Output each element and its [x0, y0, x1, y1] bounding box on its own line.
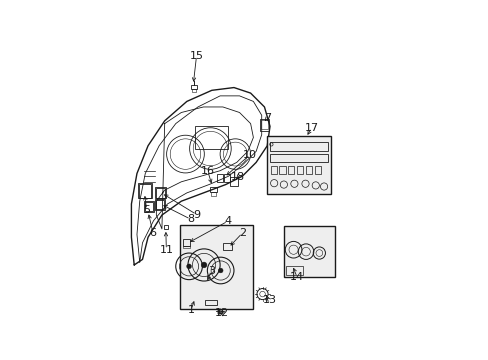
Text: 11: 11 — [159, 245, 173, 255]
Bar — [191, 89, 196, 92]
Bar — [183, 239, 190, 246]
Bar — [144, 202, 153, 211]
Text: 18: 18 — [231, 172, 244, 182]
Bar — [138, 183, 151, 198]
Text: 14: 14 — [289, 273, 304, 283]
Text: 2: 2 — [238, 228, 245, 238]
Bar — [180, 225, 253, 309]
Bar — [305, 166, 311, 174]
Text: 15: 15 — [189, 51, 203, 61]
Text: 9: 9 — [193, 210, 200, 220]
Bar — [297, 166, 303, 174]
Bar — [195, 126, 228, 149]
Bar — [269, 143, 327, 151]
Bar — [285, 266, 302, 275]
Text: 7: 7 — [263, 113, 270, 123]
Bar — [139, 184, 150, 198]
Bar — [223, 243, 231, 250]
Bar — [143, 201, 154, 212]
Circle shape — [201, 262, 206, 268]
Bar — [164, 225, 168, 229]
Bar — [211, 192, 215, 195]
Bar — [155, 199, 164, 210]
Text: 12: 12 — [214, 309, 228, 319]
Bar — [229, 177, 238, 186]
Text: 10: 10 — [243, 150, 257, 159]
Text: 5: 5 — [143, 204, 150, 215]
Bar — [260, 119, 268, 131]
Bar — [224, 174, 230, 182]
Bar — [217, 174, 223, 182]
Bar — [183, 246, 189, 248]
Bar — [261, 120, 267, 129]
Bar — [191, 85, 196, 89]
Bar — [155, 187, 165, 198]
Bar — [267, 136, 330, 194]
Bar — [269, 153, 327, 162]
Bar — [288, 166, 294, 174]
Bar — [210, 186, 216, 192]
Bar — [314, 166, 320, 174]
Text: 6: 6 — [149, 228, 156, 238]
Circle shape — [186, 264, 191, 269]
Text: 8: 8 — [187, 214, 194, 224]
Text: 17: 17 — [304, 123, 318, 133]
Text: 16: 16 — [200, 166, 214, 176]
Bar — [270, 166, 276, 174]
Bar — [279, 166, 285, 174]
Bar — [204, 300, 217, 305]
Text: 3: 3 — [207, 266, 214, 276]
Text: 4: 4 — [224, 216, 231, 226]
Text: 1: 1 — [187, 305, 194, 315]
Bar — [156, 188, 164, 198]
Text: 13: 13 — [262, 295, 276, 305]
Bar — [156, 200, 164, 209]
Bar — [284, 226, 334, 278]
Circle shape — [218, 268, 223, 273]
